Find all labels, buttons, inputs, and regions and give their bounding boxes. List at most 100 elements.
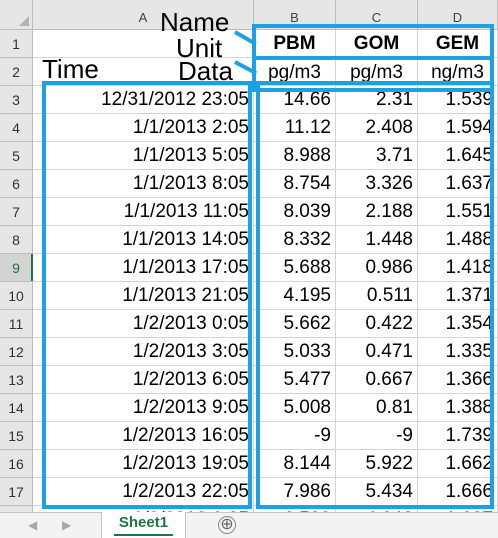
select-all-triangle-icon	[19, 16, 29, 26]
data-cell[interactable]: 0.422	[336, 310, 418, 338]
data-cell[interactable]: 0.81	[336, 394, 418, 422]
row-header[interactable]: 2	[0, 58, 33, 86]
data-cell[interactable]: 1.551	[418, 198, 498, 226]
data-cell[interactable]: 1.418	[418, 254, 498, 282]
time-cell[interactable]: 1/1/2013 2:05	[33, 114, 254, 142]
time-cell[interactable]: 12/31/2012 23:05	[33, 86, 254, 114]
data-cell[interactable]: 1.488	[418, 226, 498, 254]
add-sheet-icon[interactable]: ⊕	[218, 516, 236, 534]
data-cell[interactable]: 1.594	[418, 114, 498, 142]
time-cell[interactable]: 1/2/2013 9:05	[33, 394, 254, 422]
time-cell[interactable]: 1/1/2013 8:05	[33, 170, 254, 198]
data-cell[interactable]: 1.354	[418, 310, 498, 338]
column-header-a[interactable]: A	[33, 0, 254, 30]
data-cell[interactable]: 1.366	[418, 366, 498, 394]
data-cell[interactable]: 1.662	[418, 450, 498, 478]
column-header-d[interactable]: D	[418, 0, 498, 30]
row-header[interactable]: 16	[0, 450, 33, 478]
data-cell[interactable]: 1.637	[418, 170, 498, 198]
data-cell[interactable]: 5.033	[254, 338, 336, 366]
row-header[interactable]: 7	[0, 198, 33, 226]
time-cell[interactable]: 1/2/2013 19:05	[33, 450, 254, 478]
scroll-tabs-left-icon[interactable]: ◀	[28, 518, 38, 532]
unit-cell[interactable]: ng/m3	[418, 58, 498, 86]
row-header[interactable]: 12	[0, 338, 33, 366]
select-all-corner[interactable]	[0, 0, 33, 30]
data-cell[interactable]: 6.599	[254, 506, 336, 512]
annotation-unit-label: Unit	[176, 33, 223, 63]
time-cell[interactable]: 1/2/2013 3:05	[33, 338, 254, 366]
data-cell[interactable]: 8.332	[254, 226, 336, 254]
sheet-tab-sheet1[interactable]: Sheet1	[101, 512, 186, 538]
row-header[interactable]: 3	[0, 86, 33, 114]
variable-name-cell[interactable]: GEM	[418, 30, 498, 58]
row-header[interactable]: 13	[0, 366, 33, 394]
variable-name-cell[interactable]: GOM	[336, 30, 418, 58]
data-cell[interactable]: 1.371	[418, 282, 498, 310]
data-cell[interactable]: 5.008	[254, 394, 336, 422]
time-cell[interactable]: 1/1/2013 17:05	[33, 254, 254, 282]
data-cell[interactable]: 1.448	[336, 226, 418, 254]
data-cell[interactable]: 0.667	[336, 366, 418, 394]
data-cell[interactable]: 1.539	[418, 86, 498, 114]
data-cell[interactable]: 14.66	[254, 86, 336, 114]
data-cell[interactable]: -9	[336, 422, 418, 450]
data-cell[interactable]: 5.477	[254, 366, 336, 394]
unit-cell[interactable]: pg/m3	[336, 58, 418, 86]
row-header[interactable]: 10	[0, 282, 33, 310]
row-header[interactable]: 6	[0, 170, 33, 198]
annotation-name-label: Name	[160, 7, 230, 37]
data-cell[interactable]: 8.988	[254, 142, 336, 170]
data-cell[interactable]: 1.335	[418, 338, 498, 366]
row-header[interactable]: 9	[0, 254, 33, 282]
time-cell[interactable]: 1/2/2013 16:05	[33, 422, 254, 450]
data-cell[interactable]: 4.646	[336, 506, 418, 512]
data-cell[interactable]: 8.039	[254, 198, 336, 226]
row-header[interactable]: 8	[0, 226, 33, 254]
data-cell[interactable]: 11.12	[254, 114, 336, 142]
row-header[interactable]: 15	[0, 422, 33, 450]
column-header-b[interactable]: B	[254, 0, 336, 30]
row-header[interactable]: 18	[0, 506, 33, 512]
time-cell[interactable]: 1/2/2013 0:05	[33, 310, 254, 338]
data-cell[interactable]: 2.188	[336, 198, 418, 226]
data-cell[interactable]: 5.688	[254, 254, 336, 282]
data-cell[interactable]: 8.754	[254, 170, 336, 198]
data-cell[interactable]: 3.71	[336, 142, 418, 170]
time-cell[interactable]: 1/3/2013 1:05	[33, 506, 254, 512]
scroll-tabs-right-icon[interactable]: ▶	[62, 518, 72, 532]
row-header[interactable]: 17	[0, 478, 33, 506]
time-cell[interactable]: 1/2/2013 22:05	[33, 478, 254, 506]
data-cell[interactable]: 5.662	[254, 310, 336, 338]
data-cell[interactable]: 7.986	[254, 478, 336, 506]
time-cell[interactable]: 1/1/2013 14:05	[33, 226, 254, 254]
row-header[interactable]: 11	[0, 310, 33, 338]
data-cell[interactable]: 2.31	[336, 86, 418, 114]
data-cell[interactable]: -9	[254, 422, 336, 450]
column-header-c[interactable]: C	[336, 0, 418, 30]
data-cell[interactable]: 0.511	[336, 282, 418, 310]
data-cell[interactable]: 1.645	[418, 142, 498, 170]
variable-name-cell[interactable]: PBM	[254, 30, 336, 58]
time-cell[interactable]: 1/2/2013 6:05	[33, 366, 254, 394]
row-header[interactable]: 1	[0, 30, 33, 58]
data-cell[interactable]: 0.986	[336, 254, 418, 282]
time-cell[interactable]: 1/1/2013 5:05	[33, 142, 254, 170]
row-header[interactable]: 4	[0, 114, 33, 142]
data-cell[interactable]: 1.388	[418, 394, 498, 422]
data-cell[interactable]: 2.408	[336, 114, 418, 142]
data-cell[interactable]: 1.666	[418, 478, 498, 506]
time-cell[interactable]: 1/1/2013 21:05	[33, 282, 254, 310]
row-header[interactable]: 14	[0, 394, 33, 422]
unit-cell[interactable]: pg/m3	[254, 58, 336, 86]
data-cell[interactable]: 5.434	[336, 478, 418, 506]
row-header[interactable]: 5	[0, 142, 33, 170]
data-cell[interactable]: 0.471	[336, 338, 418, 366]
time-cell[interactable]: 1/1/2013 11:05	[33, 198, 254, 226]
data-cell[interactable]: 8.144	[254, 450, 336, 478]
data-cell[interactable]: 4.195	[254, 282, 336, 310]
data-cell[interactable]: 5.922	[336, 450, 418, 478]
data-cell[interactable]: 3.326	[336, 170, 418, 198]
data-cell[interactable]: 1.739	[418, 422, 498, 450]
